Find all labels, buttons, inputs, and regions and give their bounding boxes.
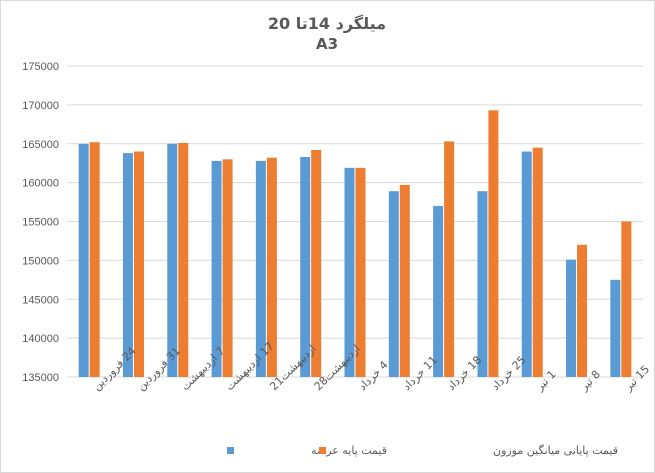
bar-base-price <box>433 205 444 377</box>
bar-base-price <box>167 143 178 377</box>
legend-swatch <box>319 447 326 454</box>
legend-label: قیمت پایه عرضه <box>311 444 387 457</box>
y-tick-label: 150000 <box>22 255 59 267</box>
bar-final-price <box>532 147 543 377</box>
bar-final-price <box>355 167 366 377</box>
legend-label: قیمت پایانی میانگین موزون <box>493 444 618 457</box>
y-tick-label: 175000 <box>22 61 59 73</box>
bar-final-price <box>444 141 455 377</box>
bar-final-price <box>178 142 189 377</box>
bar-base-price <box>211 160 222 377</box>
bar-final-price <box>577 244 588 377</box>
bar-final-price <box>621 221 632 377</box>
bar-base-price <box>521 151 532 377</box>
bar-final-price <box>399 184 410 377</box>
bar-base-price <box>344 167 355 377</box>
y-tick-label: 155000 <box>22 217 59 229</box>
bar-final-price <box>311 149 322 377</box>
y-tick-label: 140000 <box>22 333 59 345</box>
bars <box>78 110 632 377</box>
bar-final-price <box>133 151 144 377</box>
gridlines <box>67 65 643 378</box>
chart-subtitle: A3 <box>316 35 338 53</box>
y-tick-label: 165000 <box>22 139 59 151</box>
y-tick-label: 160000 <box>22 178 59 190</box>
y-tick-label: 135000 <box>22 372 59 384</box>
bar-final-price <box>488 110 499 377</box>
bar-final-price <box>222 159 233 377</box>
bar-base-price <box>610 279 621 377</box>
bar-base-price <box>78 143 89 377</box>
y-tick-label: 145000 <box>22 294 59 306</box>
bar-base-price <box>122 153 133 377</box>
y-tick-label: 170000 <box>22 100 59 112</box>
bar-base-price <box>388 191 399 377</box>
bar-base-price <box>477 191 488 377</box>
legend-swatch <box>227 447 234 454</box>
bar-base-price <box>300 156 311 377</box>
bar-final-price <box>266 157 277 377</box>
y-axis-ticks: 135000 140000 145000 150000 155000 160000 1650… <box>22 61 59 384</box>
bar-base-price <box>566 259 577 377</box>
legend: قیمت پایه عرضه قیمت پایانی میانگین موزون <box>227 444 618 457</box>
bar-base-price <box>255 160 266 377</box>
chart-title: میلگرد 14تا 20 <box>268 14 386 33</box>
bar-final-price <box>89 142 100 377</box>
